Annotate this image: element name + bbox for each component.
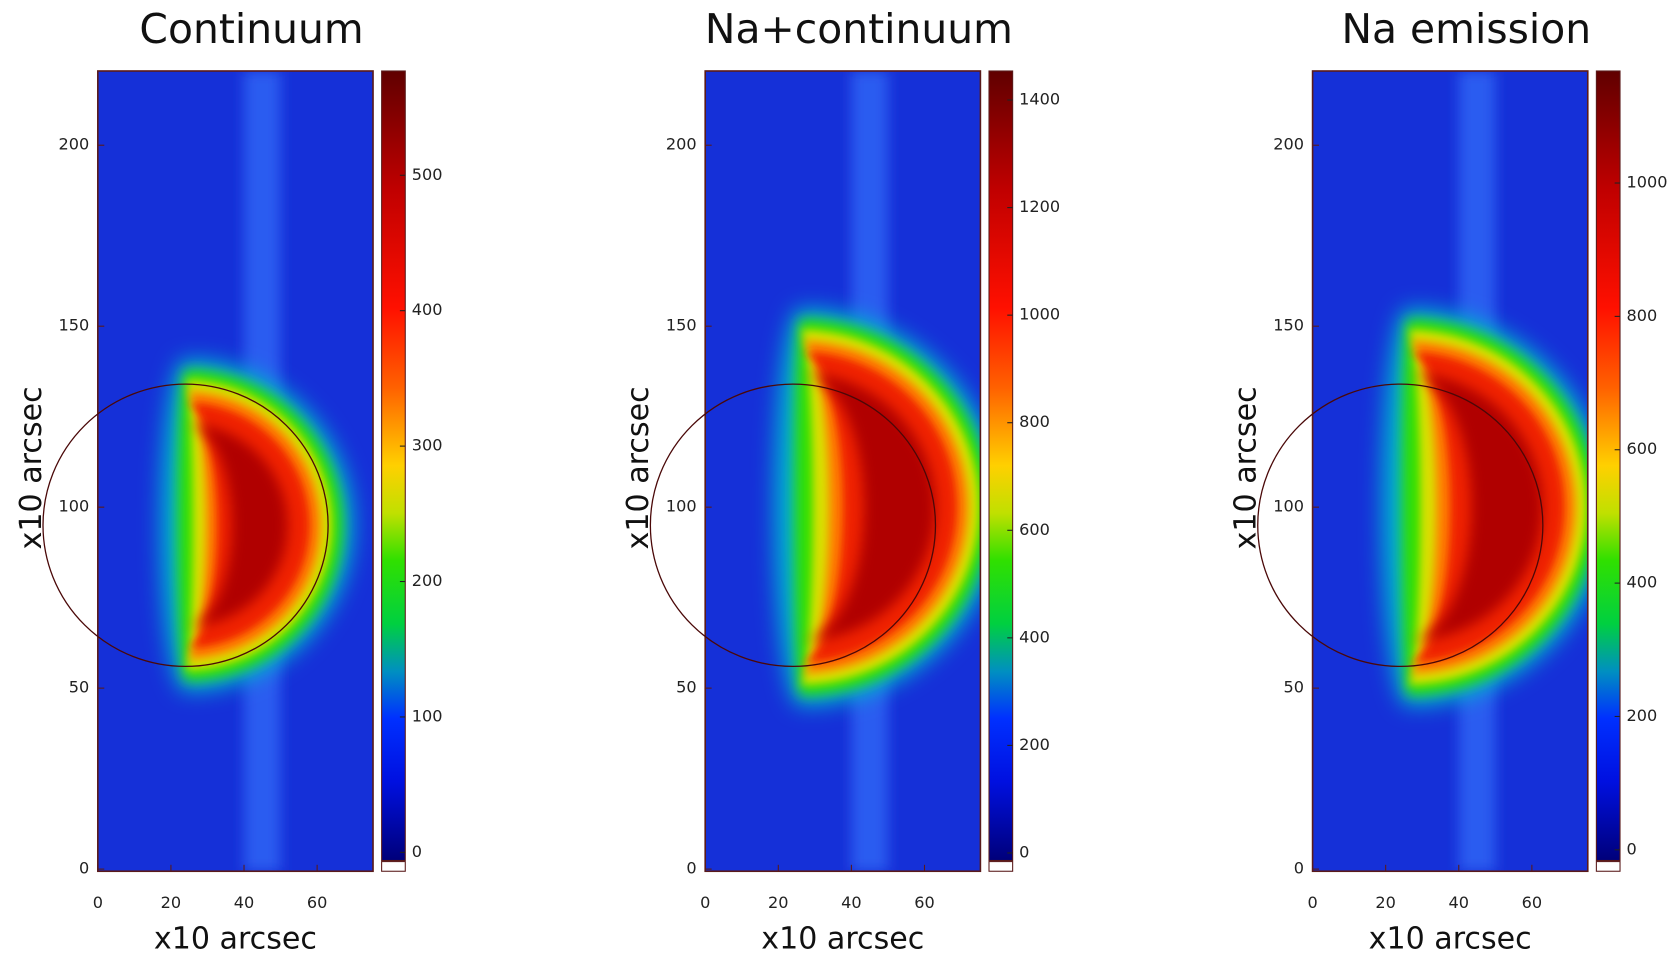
x-axis-label: x10 arcsec [761, 922, 924, 953]
y-tick-label: 0 [1294, 859, 1304, 878]
colorbar-tick-label: 400 [1019, 627, 1050, 646]
y-tick-label: 50 [676, 678, 696, 697]
y-tick-label: 0 [686, 859, 696, 878]
y-tick-label: 100 [666, 497, 697, 516]
colorbar-tick-label: 0 [412, 842, 422, 861]
y-tick-label: 50 [1283, 678, 1303, 697]
y-tick-label: 100 [1273, 497, 1304, 516]
x-tick-label: 60 [1522, 893, 1542, 912]
colorbar-tick-label: 100 [412, 706, 443, 725]
y-tick-label: 150 [1273, 316, 1304, 335]
y-tick-label: 0 [79, 859, 89, 878]
x-axis-label: x10 arcsec [154, 922, 317, 953]
chart-title: Na+continuum [705, 5, 1013, 53]
colorbar-tick-label: 1400 [1019, 90, 1060, 109]
colorbar-tick-label: 800 [1626, 306, 1657, 325]
y-axis-label: x10 arcsec [14, 386, 49, 549]
colorbar-tick-label: 1000 [1019, 305, 1060, 324]
colorbar-tick-label: 300 [412, 436, 443, 455]
frame [1311, 70, 1589, 873]
y-axis-label: x10 arcsec [1229, 386, 1264, 549]
y-tick-label: 100 [58, 497, 89, 516]
colorbar-tick-label: 600 [1019, 520, 1050, 539]
x-tick-label: 20 [768, 893, 788, 912]
colorbar [1595, 70, 1621, 862]
colorbar-tick-label: 800 [1019, 412, 1050, 431]
frame [704, 70, 982, 873]
heatmap-image [1312, 70, 1588, 872]
colorbar-under [988, 861, 1014, 872]
chart-title: Na emission [1341, 5, 1591, 53]
y-tick-label: 200 [58, 135, 89, 154]
x-axis-label: x10 arcsec [1369, 922, 1532, 953]
colorbar-tick-label: 200 [412, 571, 443, 590]
x-tick-label: 40 [234, 893, 254, 912]
y-axis-label: x10 arcsec [621, 386, 656, 549]
frame [97, 70, 374, 873]
emission [1407, 373, 1543, 642]
emission [185, 423, 288, 627]
colorbar-under [381, 861, 406, 872]
colorbar-tick-label: 1200 [1019, 197, 1060, 216]
colorbar-tick-label: 400 [412, 300, 443, 319]
x-tick-label: 0 [93, 893, 103, 912]
colorbar-under [1595, 861, 1621, 872]
disk-outline [42, 383, 329, 668]
colorbar-tick-label: 1000 [1626, 173, 1667, 192]
colorbar-tick-label: 500 [412, 165, 443, 184]
x-tick-label: 40 [841, 893, 861, 912]
colorbar-tick-label: 200 [1019, 735, 1050, 754]
disk-outline [1257, 383, 1544, 668]
x-tick-label: 20 [161, 893, 181, 912]
emission [800, 373, 936, 642]
y-tick-label: 50 [69, 678, 89, 697]
y-tick-label: 150 [666, 316, 697, 335]
colorbar [988, 70, 1014, 862]
y-tick-label: 200 [1273, 135, 1304, 154]
heatmap-image [97, 70, 374, 872]
x-tick-label: 60 [307, 893, 327, 912]
colorbar-tick-label: 400 [1626, 573, 1657, 592]
panel: 0 20 40 60 0 50 100 150 200 Continuum x10 arcsec x1… [14, 5, 443, 953]
x-tick-label: 60 [914, 893, 934, 912]
heatmap-image [705, 70, 981, 872]
y-tick-label: 200 [666, 135, 697, 154]
disk-outline [649, 383, 937, 668]
x-tick-label: 20 [1375, 893, 1395, 912]
x-tick-label: 40 [1449, 893, 1469, 912]
colorbar-tick-label: 0 [1626, 839, 1636, 858]
colorbar [381, 70, 406, 862]
colorbar-tick-label: 0 [1019, 842, 1029, 861]
colorbar-tick-label: 200 [1626, 706, 1657, 725]
colorbar-tick-label: 600 [1626, 439, 1657, 458]
x-tick-label: 0 [700, 893, 710, 912]
chart-title: Continuum [139, 5, 363, 53]
y-tick-label: 150 [58, 316, 89, 335]
x-tick-label: 0 [1307, 893, 1317, 912]
